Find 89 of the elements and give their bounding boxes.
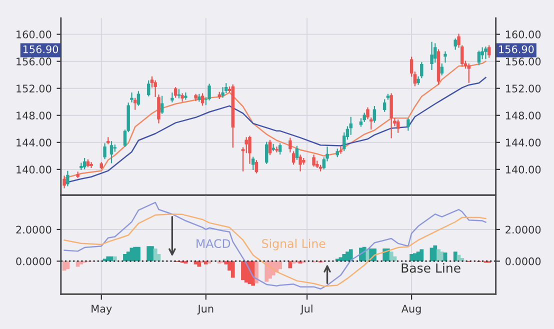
bar bbox=[433, 245, 438, 262]
candlestick bbox=[252, 156, 255, 170]
x-tick-label: May bbox=[92, 304, 112, 315]
bar bbox=[460, 258, 464, 262]
line-series bbox=[64, 213, 486, 287]
bar bbox=[230, 261, 235, 278]
candlestick bbox=[110, 141, 114, 164]
candlestick bbox=[440, 63, 444, 76]
y2-tick-label: 0.0000 bbox=[506, 257, 541, 266]
candlestick bbox=[454, 38, 457, 50]
candlestick bbox=[430, 42, 434, 70]
candlestick bbox=[248, 136, 252, 164]
series-label: Signal Line bbox=[262, 238, 326, 250]
y-tick-label: 148.00 bbox=[16, 112, 52, 120]
candlestick bbox=[275, 146, 278, 152]
candlestick bbox=[444, 51, 447, 63]
x-tick-label: Jul bbox=[300, 304, 312, 315]
y2-tick-label: 148.00 bbox=[506, 112, 541, 120]
ref-line-label: Base Line bbox=[402, 263, 460, 273]
bar bbox=[440, 252, 444, 262]
candlestick bbox=[312, 154, 316, 167]
x-tick-label: Jun bbox=[197, 304, 214, 315]
y2-tick-label: 152.00 bbox=[506, 84, 541, 92]
bar bbox=[420, 249, 424, 262]
candlestick bbox=[366, 107, 370, 120]
candlestick bbox=[174, 87, 178, 98]
candlestick bbox=[146, 80, 150, 96]
y-tick-label: 144.00 bbox=[16, 138, 52, 147]
text: 156.90 bbox=[23, 45, 58, 54]
y-tick-label: 0.0000 bbox=[16, 257, 52, 266]
y2-tick-label: 144.00 bbox=[506, 138, 541, 147]
candlestick bbox=[254, 160, 258, 174]
candlestick bbox=[160, 96, 164, 114]
candlestick bbox=[477, 50, 481, 66]
bar bbox=[150, 246, 154, 262]
bar bbox=[66, 261, 70, 270]
candlestick bbox=[484, 46, 488, 60]
y-tick-label: 156.00 bbox=[16, 58, 52, 66]
bar bbox=[112, 256, 117, 262]
candlestick bbox=[264, 142, 268, 164]
candlestick bbox=[339, 146, 342, 154]
bar bbox=[254, 261, 258, 284]
y-tick-label: 2.0000 bbox=[16, 226, 52, 234]
series-label: MACD bbox=[196, 239, 230, 248]
candlestick bbox=[157, 94, 160, 124]
bar bbox=[389, 252, 394, 262]
candlestick bbox=[372, 106, 376, 123]
y-tick-label: 140.00 bbox=[16, 166, 52, 174]
y-tick-label: 152.00 bbox=[16, 84, 52, 92]
y2-tick-label: 140.00 bbox=[506, 166, 541, 174]
bar bbox=[136, 246, 140, 262]
candlestick bbox=[154, 80, 157, 98]
candlestick bbox=[90, 162, 93, 168]
candlestick bbox=[278, 143, 282, 154]
candlestick bbox=[298, 154, 302, 172]
candlestick bbox=[268, 140, 272, 156]
bar bbox=[197, 261, 202, 267]
candlestick bbox=[390, 93, 393, 138]
candlestick bbox=[130, 92, 134, 102]
y-tick-label: 160.00 bbox=[16, 30, 52, 38]
x-tick-label: Aug bbox=[401, 304, 421, 315]
candlestick bbox=[180, 93, 184, 102]
candlestick bbox=[82, 158, 86, 170]
candlestick bbox=[406, 118, 410, 131]
candlestick bbox=[221, 87, 224, 98]
candlestick bbox=[420, 62, 424, 78]
candlestick bbox=[369, 118, 373, 130]
candlestick bbox=[288, 138, 292, 152]
candlestick bbox=[487, 45, 491, 58]
bar bbox=[278, 261, 282, 270]
candlestick bbox=[62, 176, 66, 188]
y2-tick-label: 2.0000 bbox=[506, 226, 541, 234]
candlestick bbox=[103, 143, 106, 160]
candlestick bbox=[136, 91, 140, 106]
bar bbox=[453, 252, 458, 262]
candlestick bbox=[382, 99, 386, 112]
bar bbox=[153, 248, 158, 262]
line-series bbox=[64, 202, 486, 290]
candlestick bbox=[292, 151, 296, 165]
candlestick bbox=[66, 170, 70, 186]
candlestick bbox=[467, 63, 470, 83]
annotation: 156.90 bbox=[499, 45, 534, 54]
y2-tick-label: 156.00 bbox=[506, 58, 541, 66]
bar bbox=[288, 261, 292, 268]
candlestick bbox=[295, 146, 299, 160]
bar bbox=[126, 252, 130, 262]
candlestick bbox=[244, 137, 248, 154]
candlestick bbox=[396, 120, 400, 133]
y2-tick-label: 160.00 bbox=[506, 30, 541, 38]
